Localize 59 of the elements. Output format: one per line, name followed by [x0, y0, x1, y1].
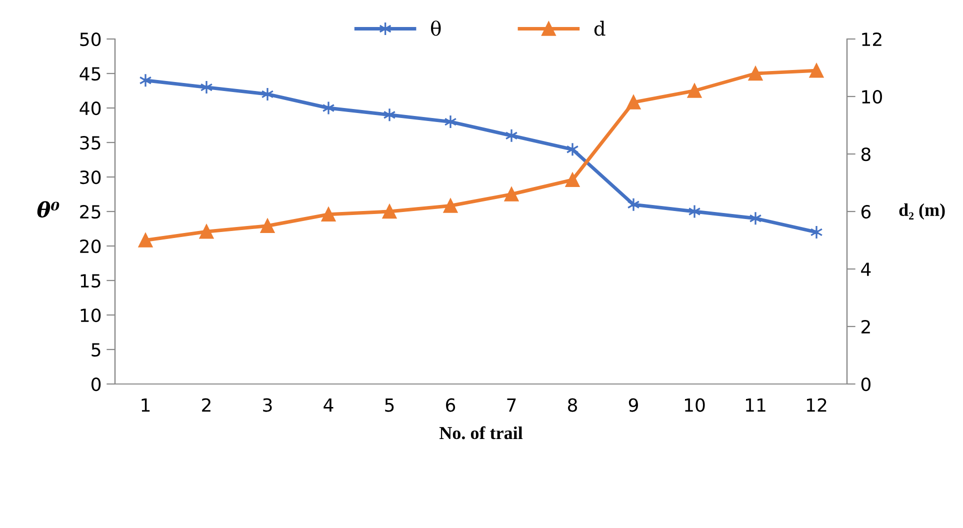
point	[138, 233, 153, 248]
x-tick-label: 9	[628, 398, 638, 412]
point	[504, 187, 519, 202]
point	[627, 198, 640, 212]
y2-tick-label: 12	[862, 32, 882, 46]
point	[748, 66, 763, 81]
y-tick-label: 45	[80, 67, 100, 81]
point	[626, 95, 641, 110]
x-tick-label: 8	[568, 398, 578, 412]
y2-tick-label: 6	[861, 204, 871, 219]
point	[749, 211, 762, 226]
point	[688, 204, 701, 219]
y-tick-label: 40	[80, 101, 101, 116]
y2-tick-label: 0	[861, 377, 870, 392]
x-tick-label: 10	[684, 398, 705, 412]
point	[382, 204, 397, 219]
point	[260, 218, 275, 233]
y-tick-label: 0	[92, 377, 101, 392]
point	[687, 84, 702, 98]
y2-tick-label: 10	[862, 90, 882, 104]
x-tick-label: 12	[806, 398, 826, 412]
y-tick-label: 15	[80, 274, 100, 288]
y-tick-label: 20	[80, 239, 101, 254]
point	[383, 108, 396, 122]
point	[444, 114, 457, 129]
point	[139, 73, 152, 88]
point	[200, 80, 213, 94]
legend-label: θ	[431, 20, 441, 36]
y-tick-label: 10	[80, 308, 101, 322]
y-axis-title: θ⁰	[37, 201, 60, 218]
y2-tick-label: 8	[861, 147, 870, 162]
y2-tick-label: 2	[862, 320, 870, 334]
y-tick-label: 5	[92, 343, 100, 357]
point	[261, 87, 274, 102]
y2-tick-label: 4	[861, 262, 871, 276]
point	[322, 100, 335, 116]
x-tick-label: 6	[446, 398, 456, 412]
point	[321, 207, 336, 222]
point	[566, 142, 579, 156]
y-tick-label: 30	[80, 170, 101, 184]
point	[809, 64, 824, 78]
x-tick-label: 11	[746, 398, 766, 412]
x-tick-label: 3	[263, 398, 272, 412]
y-tick-label: 35	[80, 136, 100, 150]
x-tick-label: 2	[202, 398, 210, 412]
x-axis-title: No. of trail	[439, 426, 523, 440]
x-tick-label: 4	[324, 398, 334, 412]
point	[810, 225, 823, 240]
x-tick-label: 5	[385, 398, 394, 412]
y-tick-label: 25	[80, 204, 100, 219]
point	[565, 172, 580, 187]
x-tick-label: 7	[507, 398, 516, 412]
point	[443, 198, 458, 213]
point	[199, 224, 214, 239]
x-tick-label: 1	[142, 398, 150, 412]
y2-axis-title: d₂ (m)	[899, 203, 945, 220]
legend-label: d	[594, 20, 606, 36]
y-tick-label: 50	[80, 32, 101, 46]
point	[505, 128, 518, 143]
